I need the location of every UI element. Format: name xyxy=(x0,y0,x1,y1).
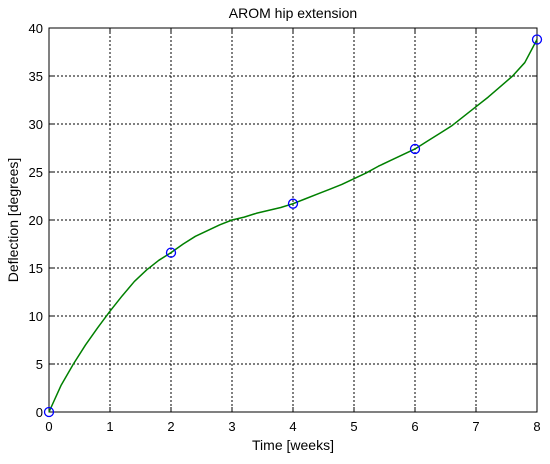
y-tick-label: 40 xyxy=(29,21,43,36)
axis-ticks: 0 1 2 3 4 5 6 7 8 0 5 10 15 20 25 30 35 40 xyxy=(29,21,541,434)
x-tick-label: 3 xyxy=(228,419,235,434)
data-point-marker xyxy=(531,34,543,45)
grid-lines xyxy=(49,28,537,412)
x-tick-label: 5 xyxy=(350,419,357,434)
data-point-marker xyxy=(43,406,55,418)
data-point-marker xyxy=(409,143,421,155)
y-tick-label: 10 xyxy=(29,309,43,324)
x-tick-label: 6 xyxy=(411,419,418,434)
data-point-marker xyxy=(287,198,299,209)
data-point-marker xyxy=(165,247,177,258)
x-tick-label: 2 xyxy=(167,419,174,434)
y-tick-label: 35 xyxy=(29,69,43,84)
y-tick-label: 0 xyxy=(36,405,43,420)
y-tick-label: 20 xyxy=(29,213,43,228)
y-axis-label: Deflection [degrees] xyxy=(5,158,21,283)
x-tick-label: 1 xyxy=(106,419,113,434)
series-line xyxy=(48,39,538,413)
y-tick-label: 30 xyxy=(29,117,43,132)
chart-title: AROM hip extension xyxy=(229,5,357,21)
x-tick-label: 4 xyxy=(289,419,296,434)
y-tick-label: 25 xyxy=(29,165,43,180)
y-tick-label: 5 xyxy=(36,357,43,372)
y-tick-label: 15 xyxy=(29,261,43,276)
x-axis-label: Time [weeks] xyxy=(252,437,334,453)
x-tick-label: 7 xyxy=(472,419,479,434)
data-series xyxy=(43,34,543,418)
x-tick-label: 8 xyxy=(533,419,540,434)
x-tick-label: 0 xyxy=(45,419,52,434)
